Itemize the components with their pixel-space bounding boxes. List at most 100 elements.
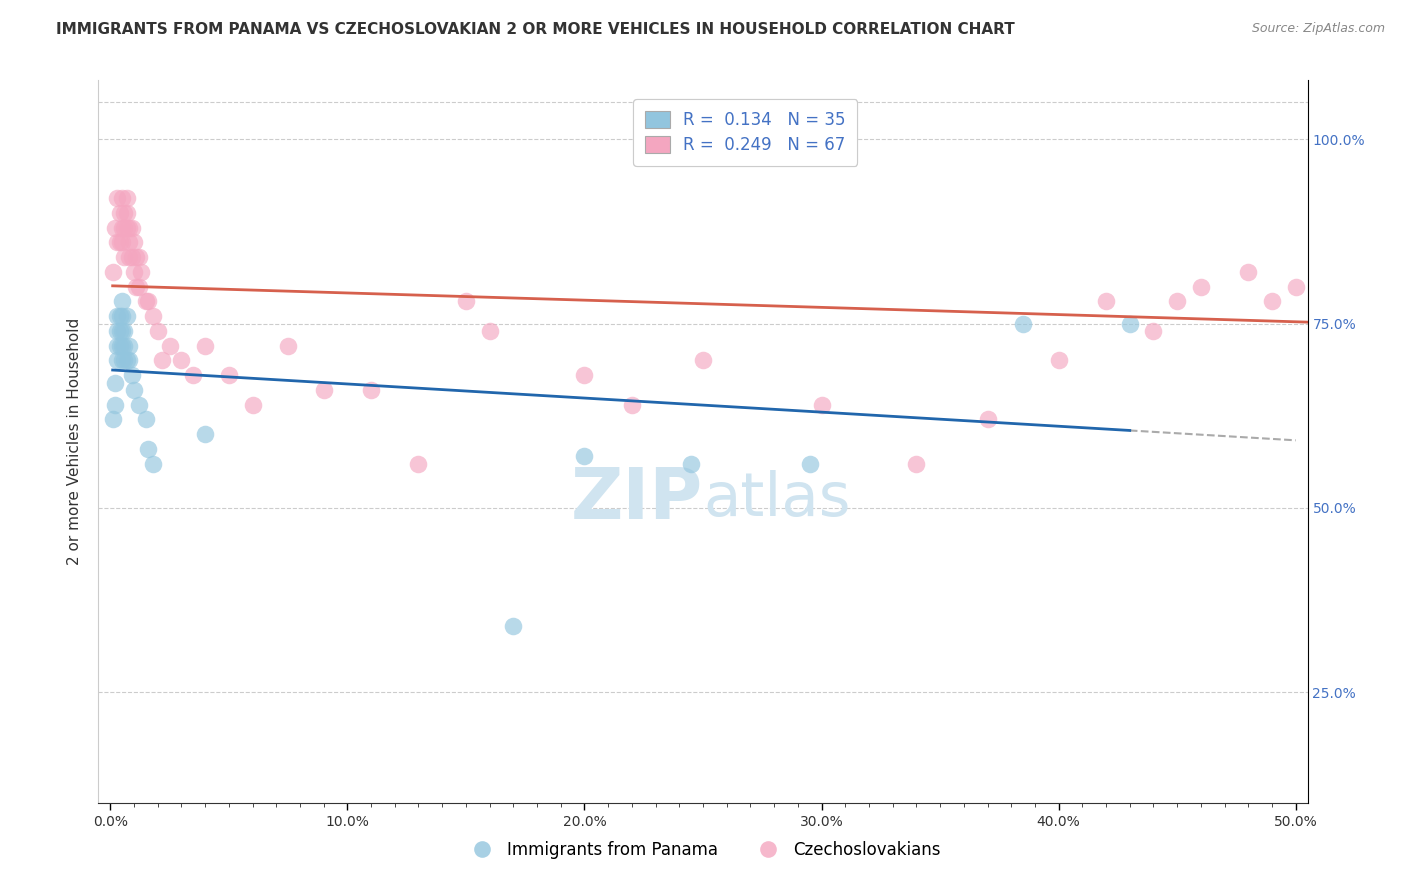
Point (105, 191, 128, 205)
Point (115, 206, 138, 220)
Point (574, 368, 596, 383)
Point (135, 294, 157, 309)
Text: ZIP: ZIP (571, 465, 703, 533)
Point (620, 398, 643, 412)
Point (104, 220, 127, 235)
Point (111, 324, 134, 338)
Point (114, 324, 136, 338)
Point (1047, 353, 1070, 368)
Point (118, 220, 141, 235)
Point (242, 398, 264, 412)
Point (142, 457, 165, 471)
Point (108, 206, 131, 220)
Point (128, 250, 150, 264)
Point (692, 353, 714, 368)
Legend: Immigrants from Panama, Czechoslovakians: Immigrants from Panama, Czechoslovakians (458, 835, 948, 866)
Point (108, 309, 131, 323)
Point (111, 339, 134, 353)
Point (128, 279, 150, 293)
Point (1368, 265, 1391, 279)
Point (122, 265, 145, 279)
Point (152, 353, 174, 368)
Point (121, 368, 143, 383)
Point (574, 450, 596, 464)
Point (159, 339, 181, 353)
Point (118, 339, 141, 353)
Point (905, 457, 928, 471)
Point (104, 398, 127, 412)
Point (170, 353, 193, 368)
Point (799, 457, 821, 471)
Point (101, 265, 124, 279)
Point (976, 412, 998, 426)
Point (111, 235, 134, 250)
Point (121, 220, 143, 235)
Point (114, 220, 136, 235)
Point (681, 457, 703, 471)
Point (1355, 279, 1378, 293)
Point (146, 324, 169, 338)
Point (115, 220, 138, 235)
Point (142, 309, 165, 323)
Point (114, 206, 136, 220)
Point (1391, 279, 1406, 293)
Point (105, 235, 128, 250)
Point (125, 250, 148, 264)
Point (1261, 294, 1284, 309)
Point (1237, 265, 1260, 279)
Point (1189, 279, 1212, 293)
Point (136, 442, 159, 456)
Point (810, 398, 832, 412)
Point (101, 412, 124, 426)
Point (122, 235, 145, 250)
Point (194, 339, 217, 353)
Point (105, 353, 128, 368)
Text: Source: ZipAtlas.com: Source: ZipAtlas.com (1251, 22, 1385, 36)
Point (277, 339, 299, 353)
Point (1331, 265, 1354, 279)
Point (114, 250, 136, 264)
Point (1166, 294, 1188, 309)
Point (115, 353, 138, 368)
Point (129, 265, 152, 279)
Point (105, 309, 128, 323)
Point (502, 619, 524, 633)
Point (114, 339, 136, 353)
Point (111, 294, 134, 309)
Point (115, 191, 138, 205)
Point (1095, 294, 1118, 309)
Point (360, 383, 382, 397)
Point (135, 412, 157, 426)
Point (118, 250, 141, 264)
Point (105, 324, 128, 338)
Point (114, 353, 136, 368)
Point (1285, 279, 1308, 293)
Text: IMMIGRANTS FROM PANAMA VS CZECHOSLOVAKIAN 2 OR MORE VEHICLES IN HOUSEHOLD CORREL: IMMIGRANTS FROM PANAMA VS CZECHOSLOVAKIA… (56, 22, 1015, 37)
Legend: R =  0.134   N = 35, R =  0.249   N = 67: R = 0.134 N = 35, R = 0.249 N = 67 (633, 99, 858, 166)
Point (125, 279, 148, 293)
Point (105, 339, 128, 353)
Point (408, 457, 430, 471)
Point (108, 324, 131, 338)
Point (111, 353, 134, 368)
Point (181, 368, 204, 383)
Point (312, 383, 335, 397)
Point (111, 309, 134, 323)
Point (122, 383, 145, 397)
Point (118, 235, 141, 250)
Point (1308, 265, 1330, 279)
Point (478, 324, 501, 338)
Point (1119, 317, 1142, 331)
Y-axis label: 2 or more Vehicles in Household: 2 or more Vehicles in Household (67, 318, 83, 566)
Point (136, 294, 159, 309)
Point (454, 294, 477, 309)
Point (104, 376, 127, 390)
Point (1379, 294, 1402, 309)
Point (108, 339, 131, 353)
Point (1320, 294, 1343, 309)
Point (1344, 294, 1367, 309)
Point (115, 309, 138, 323)
Point (118, 353, 141, 368)
Point (111, 191, 134, 205)
Point (128, 398, 150, 412)
